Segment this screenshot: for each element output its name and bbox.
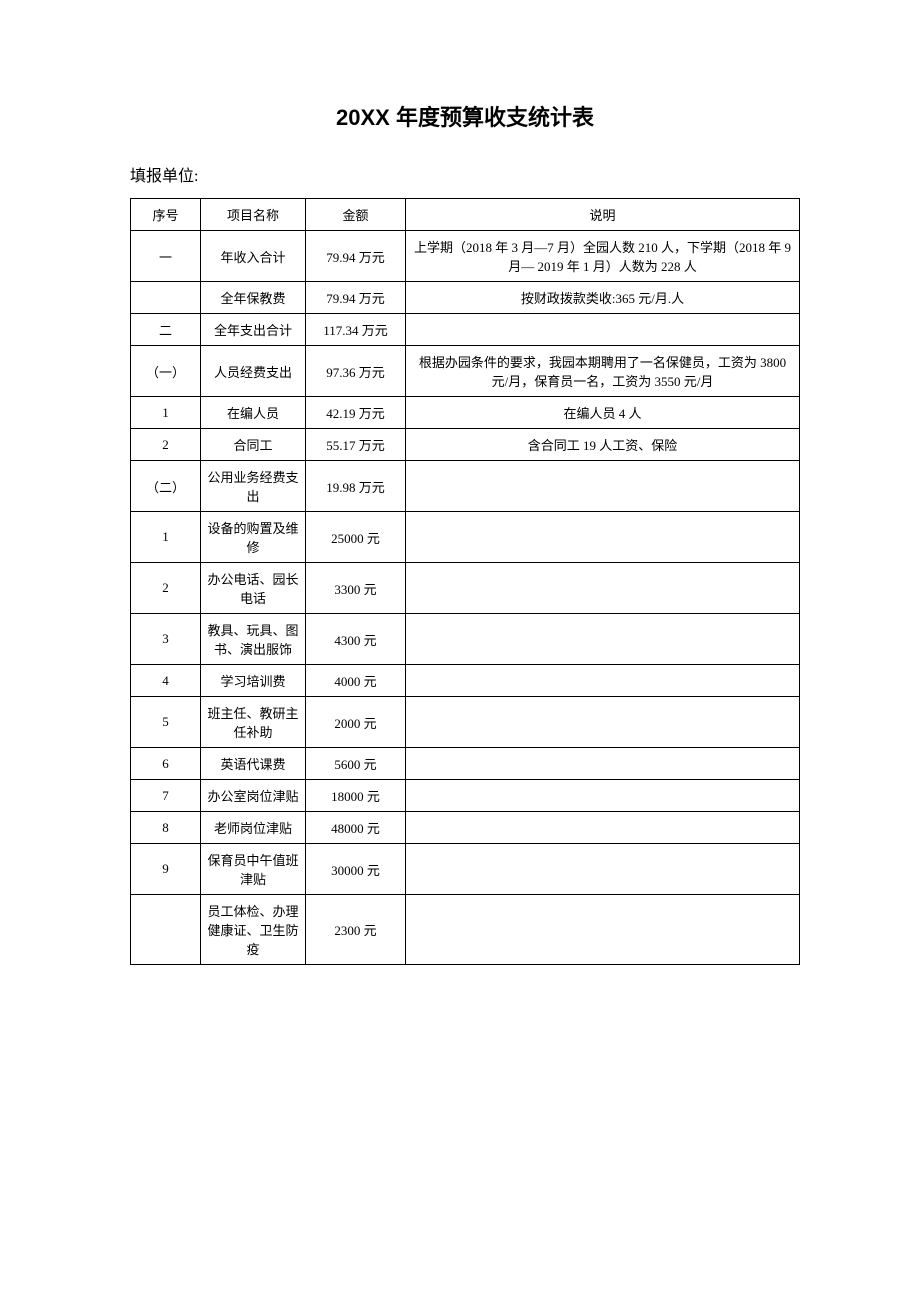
header-seq: 序号 xyxy=(131,199,201,231)
cell-seq: （一） xyxy=(131,346,201,397)
cell-item: 保育员中午值班津贴 xyxy=(201,844,306,895)
cell-amount: 5600 元 xyxy=(306,748,406,780)
cell-seq: 二 xyxy=(131,314,201,346)
cell-amount: 25000 元 xyxy=(306,512,406,563)
cell-amount: 19.98 万元 xyxy=(306,461,406,512)
cell-item: 老师岗位津贴 xyxy=(201,812,306,844)
cell-desc xyxy=(406,844,800,895)
cell-amount: 2000 元 xyxy=(306,697,406,748)
cell-seq: 1 xyxy=(131,512,201,563)
cell-desc: 根据办园条件的要求，我园本期聘用了一名保健员，工资为 3800 元/月，保育员一… xyxy=(406,346,800,397)
cell-desc xyxy=(406,697,800,748)
cell-amount: 79.94 万元 xyxy=(306,282,406,314)
cell-amount: 97.36 万元 xyxy=(306,346,406,397)
cell-amount: 48000 元 xyxy=(306,812,406,844)
page-title: 20XX 年度预算收支统计表 xyxy=(130,100,800,132)
cell-item: 合同工 xyxy=(201,429,306,461)
cell-seq: 7 xyxy=(131,780,201,812)
cell-item: 学习培训费 xyxy=(201,665,306,697)
cell-item: 公用业务经费支出 xyxy=(201,461,306,512)
cell-item: 办公电话、园长电话 xyxy=(201,563,306,614)
cell-seq: 3 xyxy=(131,614,201,665)
cell-desc: 上学期（2018 年 3 月—7 月）全园人数 210 人，下学期（2018 年… xyxy=(406,231,800,282)
cell-desc xyxy=(406,614,800,665)
cell-amount: 4300 元 xyxy=(306,614,406,665)
cell-desc xyxy=(406,812,800,844)
cell-desc xyxy=(406,665,800,697)
header-item: 项目名称 xyxy=(201,199,306,231)
cell-seq: 1 xyxy=(131,397,201,429)
cell-amount: 4000 元 xyxy=(306,665,406,697)
cell-amount: 30000 元 xyxy=(306,844,406,895)
cell-item: 教具、玩具、图书、演出服饰 xyxy=(201,614,306,665)
cell-seq: 2 xyxy=(131,563,201,614)
table-row: 2办公电话、园长电话3300 元 xyxy=(131,563,800,614)
table-row: 员工体检、办理健康证、卫生防疫2300 元 xyxy=(131,895,800,965)
cell-seq: 6 xyxy=(131,748,201,780)
cell-seq xyxy=(131,282,201,314)
cell-desc xyxy=(406,461,800,512)
cell-seq: 9 xyxy=(131,844,201,895)
cell-seq xyxy=(131,895,201,965)
table-row: 2合同工55.17 万元含合同工 19 人工资、保险 xyxy=(131,429,800,461)
cell-desc: 按财政拨款类收:365 元/月.人 xyxy=(406,282,800,314)
cell-desc xyxy=(406,748,800,780)
cell-desc: 在编人员 4 人 xyxy=(406,397,800,429)
cell-amount: 55.17 万元 xyxy=(306,429,406,461)
header-amount: 金额 xyxy=(306,199,406,231)
table-row: 6英语代课费5600 元 xyxy=(131,748,800,780)
table-row: 全年保教费79.94 万元按财政拨款类收:365 元/月.人 xyxy=(131,282,800,314)
cell-amount: 2300 元 xyxy=(306,895,406,965)
table-row: （二）公用业务经费支出19.98 万元 xyxy=(131,461,800,512)
cell-amount: 117.34 万元 xyxy=(306,314,406,346)
cell-item: 年收入合计 xyxy=(201,231,306,282)
table-row: 8老师岗位津贴48000 元 xyxy=(131,812,800,844)
cell-amount: 79.94 万元 xyxy=(306,231,406,282)
table-row: 一年收入合计79.94 万元上学期（2018 年 3 月—7 月）全园人数 21… xyxy=(131,231,800,282)
table-row: 二全年支出合计117.34 万元 xyxy=(131,314,800,346)
cell-item: 在编人员 xyxy=(201,397,306,429)
cell-item: 全年支出合计 xyxy=(201,314,306,346)
cell-item: 人员经费支出 xyxy=(201,346,306,397)
cell-item: 办公室岗位津贴 xyxy=(201,780,306,812)
budget-table: 序号 项目名称 金额 说明 一年收入合计79.94 万元上学期（2018 年 3… xyxy=(130,198,800,965)
table-row: 1设备的购置及维修25000 元 xyxy=(131,512,800,563)
header-desc: 说明 xyxy=(406,199,800,231)
cell-desc xyxy=(406,563,800,614)
table-row: （一）人员经费支出97.36 万元根据办园条件的要求，我园本期聘用了一名保健员，… xyxy=(131,346,800,397)
cell-desc xyxy=(406,314,800,346)
cell-desc: 含合同工 19 人工资、保险 xyxy=(406,429,800,461)
cell-amount: 18000 元 xyxy=(306,780,406,812)
cell-item: 员工体检、办理健康证、卫生防疫 xyxy=(201,895,306,965)
cell-desc xyxy=(406,895,800,965)
cell-desc xyxy=(406,512,800,563)
cell-seq: 2 xyxy=(131,429,201,461)
cell-seq: 4 xyxy=(131,665,201,697)
table-row: 5班主任、教研主任补助2000 元 xyxy=(131,697,800,748)
cell-item: 设备的购置及维修 xyxy=(201,512,306,563)
table-row: 1在编人员42.19 万元在编人员 4 人 xyxy=(131,397,800,429)
table-row: 3教具、玩具、图书、演出服饰4300 元 xyxy=(131,614,800,665)
cell-amount: 42.19 万元 xyxy=(306,397,406,429)
cell-desc xyxy=(406,780,800,812)
cell-item: 英语代课费 xyxy=(201,748,306,780)
table-row: 4学习培训费4000 元 xyxy=(131,665,800,697)
table-row: 7办公室岗位津贴18000 元 xyxy=(131,780,800,812)
cell-item: 全年保教费 xyxy=(201,282,306,314)
table-body: 一年收入合计79.94 万元上学期（2018 年 3 月—7 月）全园人数 21… xyxy=(131,231,800,965)
cell-item: 班主任、教研主任补助 xyxy=(201,697,306,748)
reporting-unit-label: 填报单位: xyxy=(130,162,800,186)
table-row: 9保育员中午值班津贴30000 元 xyxy=(131,844,800,895)
table-header-row: 序号 项目名称 金额 说明 xyxy=(131,199,800,231)
cell-amount: 3300 元 xyxy=(306,563,406,614)
cell-seq: 8 xyxy=(131,812,201,844)
cell-seq: （二） xyxy=(131,461,201,512)
cell-seq: 5 xyxy=(131,697,201,748)
cell-seq: 一 xyxy=(131,231,201,282)
